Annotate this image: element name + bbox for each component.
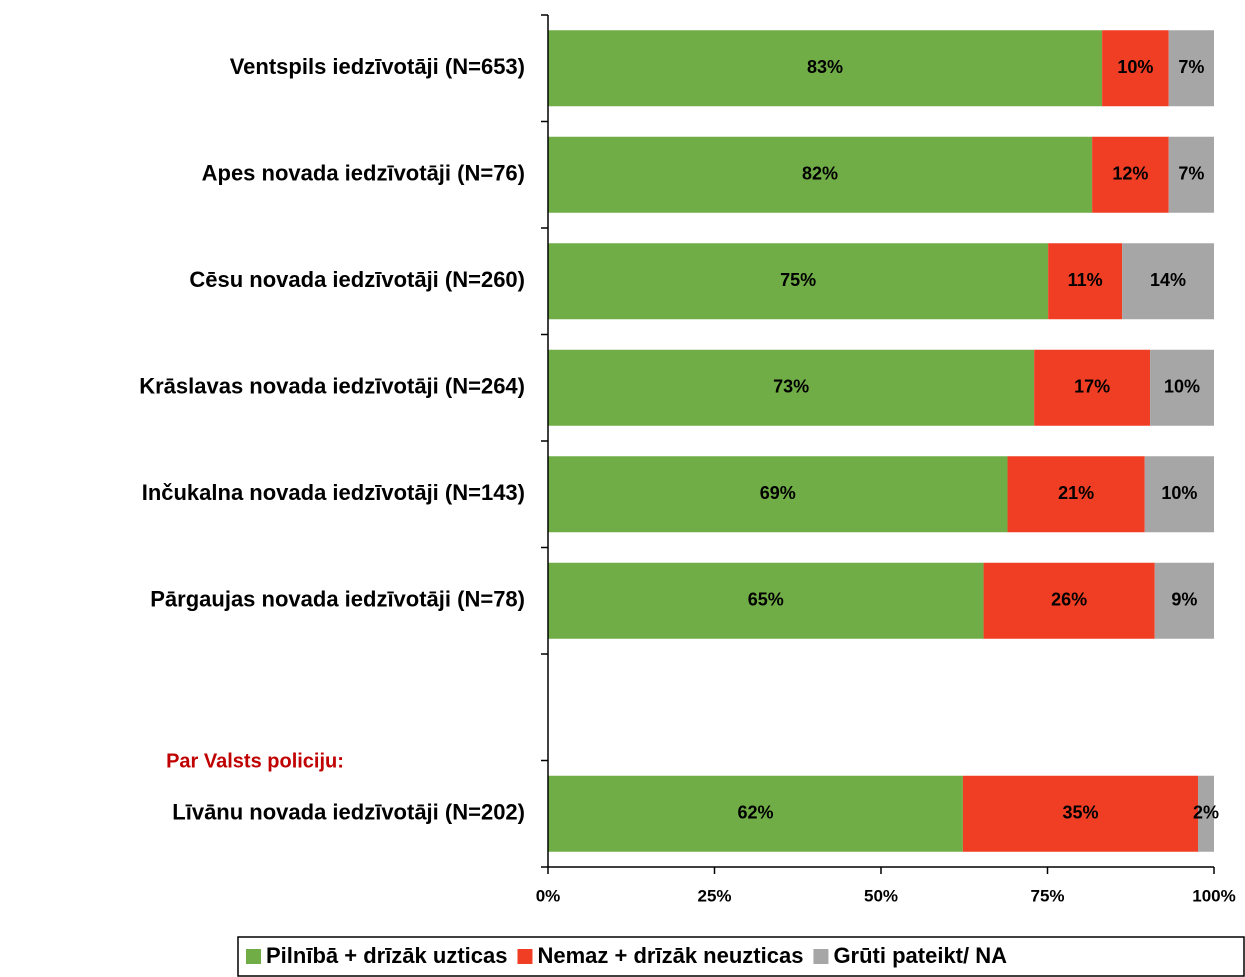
data-label: 10%: [1161, 483, 1197, 503]
data-label: 35%: [1062, 803, 1098, 823]
legend-swatch: [517, 949, 533, 964]
bar-segment: [548, 562, 984, 639]
y-tick-label: Līvānu novada iedzīvotāji (N=202): [172, 800, 525, 825]
data-label: 2%: [1193, 803, 1219, 823]
legend-label: Grūti pateikt/ NA: [833, 943, 1007, 968]
legend-box: [237, 936, 1245, 977]
bar-segment: [1007, 456, 1145, 533]
bar-segment: [1154, 562, 1214, 639]
data-label: 73%: [773, 377, 809, 397]
y-tick-label: Apes novada iedzīvotāji (N=76): [202, 161, 525, 186]
bar-segment: [983, 562, 1155, 639]
bar-segment: [1168, 136, 1214, 213]
data-label: 14%: [1150, 270, 1186, 290]
bar-segment: [1122, 243, 1214, 320]
bar-segment: [1048, 243, 1123, 320]
x-tick-label: 25%: [697, 886, 731, 905]
y-tick-label: Pārgaujas novada iedzīvotāji (N=78): [150, 587, 525, 612]
y-tick-label: Cēsu novada iedzīvotāji (N=260): [189, 267, 525, 292]
bar-segment: [548, 136, 1093, 213]
y-tick-label: Krāslavas novada iedzīvotāji (N=264): [139, 374, 525, 399]
bar-segment: [548, 775, 963, 852]
data-label: 69%: [760, 483, 796, 503]
legend-swatch: [813, 949, 829, 964]
bar-segment: [548, 349, 1035, 426]
data-label: 21%: [1058, 483, 1094, 503]
y-tick-label: Inčukalna novada iedzīvotāji (N=143): [142, 480, 525, 505]
data-label: 75%: [780, 270, 816, 290]
data-label: 65%: [748, 590, 784, 610]
data-label: 62%: [737, 803, 773, 823]
data-label: 9%: [1171, 590, 1197, 610]
data-label: 82%: [802, 164, 838, 184]
bar-segment: [1144, 456, 1214, 533]
bar-segment: [962, 775, 1199, 852]
legend-label: Nemaz + drīzāk neuzticas: [537, 943, 803, 968]
bar-segment: [1092, 136, 1169, 213]
bar-segment: [1102, 30, 1169, 107]
bar-segment: [548, 456, 1008, 533]
data-label: 11%: [1068, 270, 1103, 290]
bar-segment: [1150, 349, 1214, 426]
bar-segment: [1034, 349, 1151, 426]
bar-segment: [548, 243, 1049, 320]
bar-segment: [548, 30, 1103, 107]
y-tick-label: Ventspils iedzīvotāji (N=653): [230, 54, 525, 79]
legend-swatch: [246, 949, 261, 964]
data-label: 7%: [1178, 57, 1204, 77]
data-label: 83%: [807, 57, 843, 77]
annotation: Par Valsts policiju:: [166, 750, 344, 772]
data-label: 12%: [1112, 164, 1148, 184]
bar-segment: [1168, 30, 1214, 107]
data-label: 7%: [1178, 164, 1204, 184]
bar-segment: [1198, 775, 1214, 852]
data-label: 10%: [1164, 377, 1200, 397]
x-tick-label: 100%: [1192, 886, 1235, 905]
data-label: 10%: [1117, 57, 1153, 77]
x-tick-label: 0%: [536, 886, 561, 905]
data-label: 26%: [1051, 590, 1087, 610]
data-label: 17%: [1074, 377, 1110, 397]
x-tick-label: 50%: [864, 886, 898, 905]
x-tick-label: 75%: [1030, 886, 1064, 905]
legend-label: Pilnībā + drīzāk uzticas: [266, 943, 507, 968]
